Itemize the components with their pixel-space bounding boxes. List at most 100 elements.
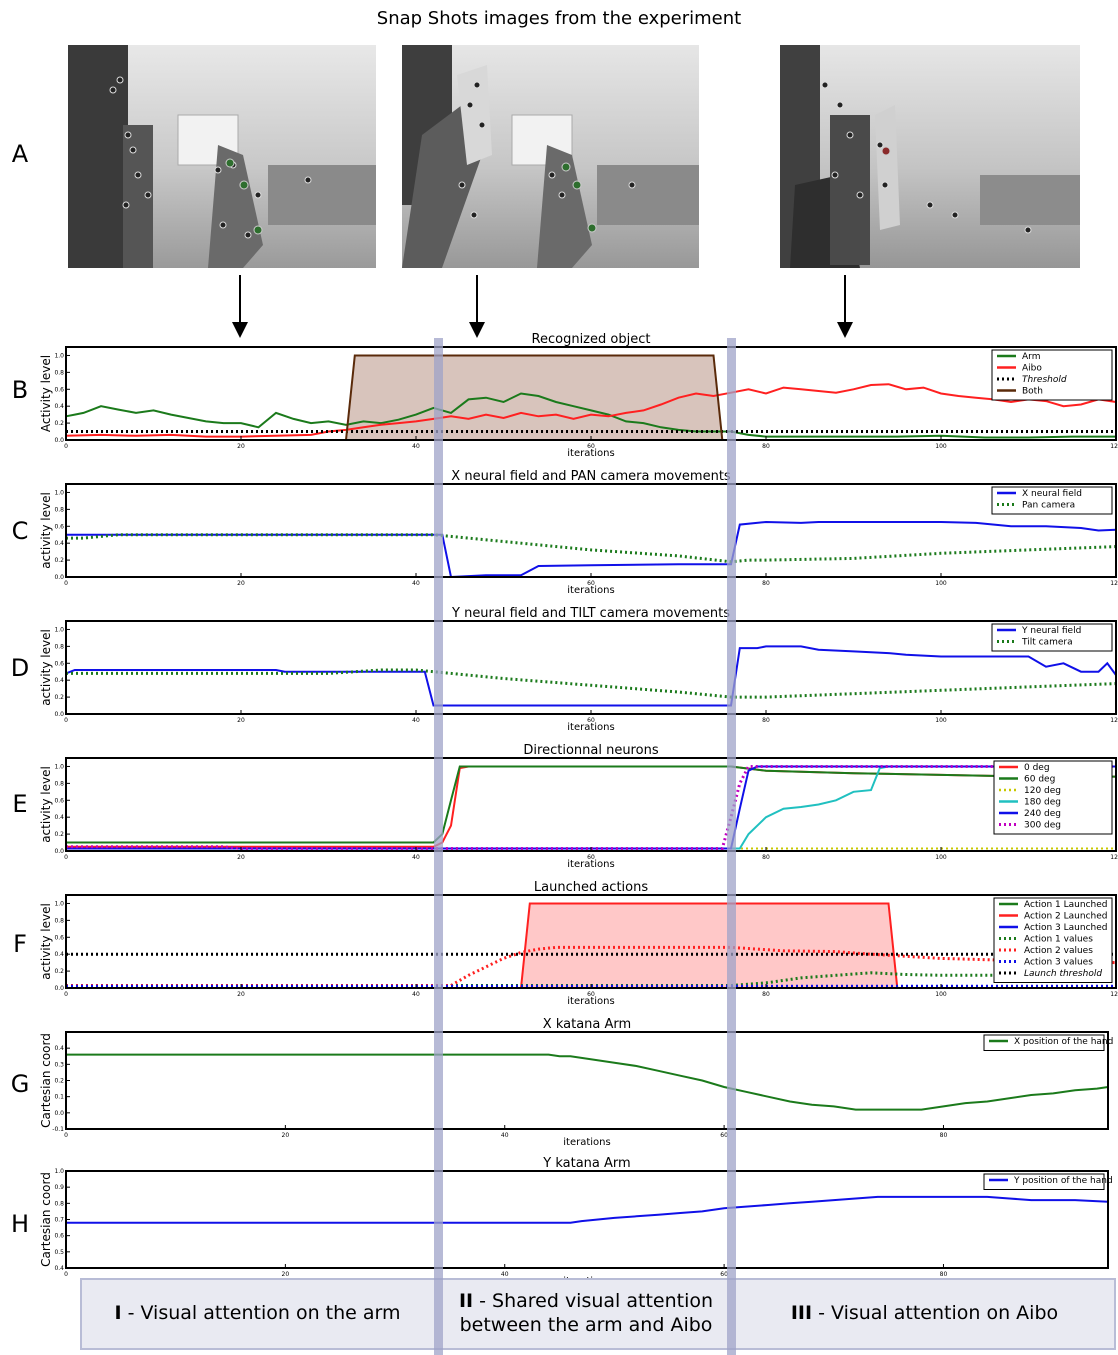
- y-tick-label: 0.1: [54, 1094, 64, 1101]
- x-tick-label: 100: [935, 443, 947, 450]
- x-tick-label: 60: [587, 580, 595, 587]
- row-letter-a: A: [11, 140, 29, 168]
- legend-label: Both: [1022, 387, 1043, 397]
- chart-title: X neural field and PAN camera movements: [451, 469, 731, 484]
- series-line-1: [66, 765, 1116, 848]
- legend-label: X neural field: [1022, 489, 1082, 499]
- chart-4: 0 20 40 60 80 100 120 0.0 0.2 0.4 0.6 0.8 1.0 Directi…: [39, 743, 1118, 870]
- snapshot-image-3: [780, 45, 1080, 268]
- x-tick-label: 20: [237, 580, 245, 587]
- x-tick-label: 80: [762, 443, 770, 450]
- legend-label: Action 3 values: [1024, 958, 1093, 968]
- legend-label: 120 deg: [1024, 786, 1061, 796]
- series-line-1: [65, 645, 1117, 707]
- chart-3: 0 20 40 60 80 100 120 0.0 0.2 0.4 0.6 0.8 1.0 Y neura…: [39, 606, 1118, 733]
- y-tick-label: 0.0: [54, 711, 64, 718]
- x-tick-label: 80: [940, 1271, 948, 1278]
- chart-title: Y neural field and TILT camera movements: [451, 606, 730, 621]
- y-tick-label: 0.3: [54, 1061, 64, 1068]
- plot-frame: [65, 757, 1117, 852]
- series-line-6: [66, 765, 1116, 850]
- legend-label: Action 2 values: [1024, 946, 1093, 956]
- x-tick-label: 80: [762, 854, 770, 861]
- chart-title: Launched actions: [534, 880, 648, 895]
- x-tick-label: 0: [64, 991, 68, 998]
- y-axis-label: activity level: [39, 492, 53, 569]
- legend-label: Threshold: [1022, 375, 1067, 385]
- y-tick-label: 0.6: [54, 386, 64, 393]
- legend-label: X position of the hand: [1014, 1037, 1113, 1047]
- y-tick-label: 1.0: [54, 626, 64, 633]
- x-tick-label: 0: [64, 717, 68, 724]
- legend-label: Aibo: [1022, 364, 1042, 374]
- y-tick-label: 0.2: [54, 694, 64, 701]
- x-tick-label: 120: [1110, 717, 1118, 724]
- y-tick-label: 1.0: [54, 489, 64, 496]
- x-tick-label: 40: [501, 1132, 509, 1139]
- row-letter-h: H: [10, 1210, 30, 1238]
- phase-3-numeral: III: [790, 1302, 813, 1325]
- legend-label: 0 deg: [1024, 763, 1050, 773]
- x-tick-label: 60: [587, 854, 595, 861]
- y-tick-label: 0.0: [54, 1110, 64, 1117]
- x-axis-label: iterations: [567, 859, 614, 870]
- series-fill-2: [66, 903, 1116, 988]
- x-tick-label: 100: [935, 991, 947, 998]
- legend-box: [991, 486, 1113, 515]
- figure-title: Snap Shots images from the experiment: [376, 8, 742, 29]
- x-tick-label: 20: [237, 717, 245, 724]
- legend-label: Y neural field: [1021, 626, 1081, 636]
- y-tick-label: 0.9: [54, 1184, 64, 1191]
- y-axis-label: activity level: [39, 766, 53, 843]
- row-letter-d: D: [10, 654, 30, 682]
- x-tick-label: 0: [64, 854, 68, 861]
- series-line-5: [66, 945, 1117, 987]
- legend-label: Action 1 values: [1024, 935, 1093, 945]
- y-axis-label: Cartesian coord: [39, 1033, 53, 1128]
- series-line-2: [66, 765, 1116, 844]
- legend: X neural field Pan camera: [991, 486, 1113, 515]
- series-fill-4: [66, 355, 1116, 440]
- legend-label: Action 3 Launched: [1024, 923, 1107, 933]
- x-axis-label: iterations: [567, 722, 614, 733]
- snapshot-image-1: [68, 45, 376, 268]
- y-tick-label: 0.0: [54, 437, 64, 444]
- y-axis-label: activity level: [39, 903, 53, 980]
- y-tick-label: 0.6: [54, 523, 64, 530]
- chart-title: X katana Arm: [543, 1017, 631, 1032]
- series-line-1: [66, 1053, 1109, 1111]
- arrowhead-2: [469, 322, 485, 338]
- x-tick-label: 0: [64, 1132, 68, 1139]
- y-tick-label: 0.8: [54, 369, 64, 376]
- y-tick-label: 0.4: [54, 403, 64, 410]
- x-tick-label: 20: [282, 1132, 290, 1139]
- legend-label: Launch threshold: [1024, 969, 1102, 979]
- x-tick-label: 0: [64, 443, 68, 450]
- legend-label: 180 deg: [1024, 798, 1061, 808]
- y-tick-label: 0.2: [54, 557, 64, 564]
- legend-label: 60 deg: [1024, 775, 1055, 785]
- chart-2: 0 20 40 60 80 100 120 0.0 0.2 0.4 0.6 0.8 1.0 X neura…: [39, 469, 1118, 596]
- row-letter-f: F: [13, 930, 27, 958]
- y-tick-label: 0.4: [54, 1045, 64, 1052]
- x-axis-label: iterations: [567, 448, 614, 459]
- legend: Y position of the hand: [983, 1173, 1113, 1190]
- x-tick-label: 80: [762, 580, 770, 587]
- y-tick-label: 1.0: [54, 1168, 64, 1175]
- phase-1-label: I - Visual attention on the arm: [80, 1282, 435, 1346]
- phase-2-numeral: II: [458, 1290, 474, 1313]
- y-tick-label: 0.6: [54, 660, 64, 667]
- series-line-2: [65, 383, 1117, 438]
- y-axis-label: Cartesian coord: [39, 1172, 53, 1267]
- y-tick-label: 1.0: [54, 352, 64, 359]
- legend-label: Tilt camera: [1021, 638, 1073, 648]
- y-tick-label: 0.0: [54, 574, 64, 581]
- legend: Y neural field Tilt camera: [991, 623, 1113, 652]
- x-tick-label: 60: [587, 443, 595, 450]
- legend-label: Y position of the hand: [1013, 1176, 1113, 1186]
- x-tick-label: 80: [940, 1132, 948, 1139]
- x-tick-label: 20: [237, 854, 245, 861]
- y-tick-label: 0.2: [54, 1078, 64, 1085]
